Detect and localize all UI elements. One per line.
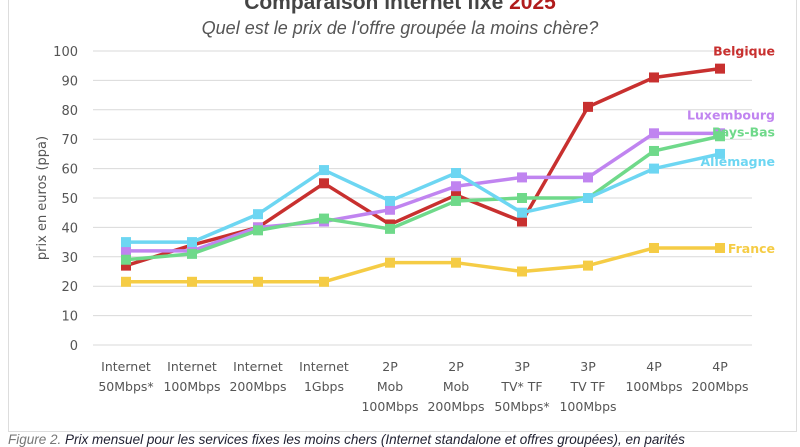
data-point-allemagne: [451, 168, 461, 179]
x-tick-label: 50Mbps*: [494, 399, 549, 414]
data-point-luxembourg: [385, 204, 395, 215]
x-tick-label: 200Mbps: [427, 399, 484, 414]
data-point-luxembourg: [121, 245, 131, 256]
x-tick-label: Internet: [101, 359, 151, 374]
data-point-belgique: [715, 63, 725, 74]
data-point-belgique: [649, 72, 659, 83]
series-label: Luxembourg: [687, 107, 775, 122]
y-tick-label: 10: [61, 310, 78, 325]
data-point-pays-bas: [319, 213, 329, 224]
data-point-allemagne: [649, 163, 659, 174]
y-tick-label: 0: [70, 339, 78, 354]
data-point-pays-bas: [517, 193, 527, 203]
series-line-allemagne: [126, 152, 721, 244]
y-tick-label: 30: [61, 251, 78, 266]
x-tick-label: 3P: [580, 359, 596, 374]
data-point-belgique: [319, 178, 329, 189]
data-point-belgique: [121, 260, 131, 271]
x-tick-label: 4P: [646, 359, 662, 374]
series-label: Pays-Bas: [712, 124, 775, 139]
x-tick-label: Mob: [443, 379, 469, 394]
data-point-allemagne: [319, 165, 329, 176]
data-point-france: [649, 242, 659, 253]
x-tick-label: Internet: [233, 359, 283, 374]
x-tick-label: Internet: [299, 359, 349, 374]
chart-card: [8, 0, 797, 432]
data-point-luxembourg: [649, 128, 659, 139]
data-point-pays-bas: [385, 223, 395, 234]
x-tick-label: 2P: [382, 359, 398, 374]
data-point-france: [187, 276, 197, 287]
data-point-france: [319, 276, 329, 287]
y-tick-label: 80: [61, 104, 78, 119]
y-tick-label: 100: [53, 45, 78, 60]
data-point-pays-bas: [649, 145, 659, 156]
series-line-france: [126, 246, 720, 284]
x-tick-label: Mob: [377, 379, 403, 394]
data-point-france: [385, 257, 395, 268]
series-label: France: [728, 241, 775, 256]
x-tick-label: 100Mbps: [625, 379, 682, 394]
data-point-allemagne: [121, 237, 131, 248]
y-tick-label: 50: [61, 192, 78, 207]
x-tick-label: TV TF: [570, 379, 606, 394]
y-axis-label: prix en euros (ppa): [35, 136, 50, 260]
x-tick-label: 200Mbps: [691, 379, 748, 394]
data-point-france: [583, 260, 593, 271]
data-point-luxembourg: [517, 172, 527, 183]
data-point-allemagne: [715, 148, 725, 159]
series-line-pays-bas: [125, 134, 721, 262]
figure-caption: Figure 2. Prix mensuel pour les services…: [8, 432, 685, 447]
x-tick-label: 100Mbps: [559, 399, 616, 414]
series-label: Allemagne: [700, 154, 775, 169]
data-point-pays-bas: [451, 195, 461, 206]
data-point-belgique: [451, 190, 461, 201]
series-line-luxembourg: [126, 131, 720, 253]
data-point-france: [517, 266, 527, 277]
data-point-allemagne: [517, 207, 527, 218]
y-tick-label: 90: [61, 74, 78, 89]
data-point-pays-bas: [715, 131, 725, 142]
data-point-pays-bas: [187, 248, 197, 259]
y-tick-label: 70: [61, 133, 78, 148]
data-point-pays-bas: [253, 225, 263, 236]
data-point-allemagne: [583, 193, 593, 203]
y-tick-label: 60: [61, 163, 78, 178]
data-point-allemagne: [253, 209, 263, 220]
title-year: 2025: [509, 0, 556, 14]
series-line-belgique: [125, 66, 721, 268]
x-tick-label: TV* TF: [500, 379, 542, 394]
y-tick-label: 20: [61, 280, 78, 295]
data-point-france: [253, 276, 263, 287]
x-tick-label: 2P: [448, 359, 464, 374]
data-point-france: [715, 242, 725, 253]
x-tick-label: 3P: [514, 359, 530, 374]
data-point-pays-bas: [121, 254, 131, 265]
chart-subtitle: Quel est le prix de l'offre groupée la m…: [201, 18, 599, 38]
data-point-belgique: [517, 216, 527, 227]
x-tick-label: 100Mbps: [361, 399, 418, 414]
data-point-france: [121, 276, 131, 287]
y-tick-label: 40: [61, 221, 78, 236]
x-tick-label: 200Mbps: [229, 379, 286, 394]
data-point-allemagne: [187, 237, 197, 248]
data-point-france: [451, 257, 461, 268]
x-tick-label: 100Mbps: [163, 379, 220, 394]
x-tick-label: 1Gbps: [304, 379, 344, 394]
data-point-luxembourg: [451, 181, 461, 192]
x-tick-label: 4P: [712, 359, 728, 374]
data-point-luxembourg: [583, 172, 593, 183]
x-tick-label: 50Mbps*: [98, 379, 153, 394]
x-tick-label: Internet: [167, 359, 217, 374]
chart-title: Comparaison internet fixe 2025: [0, 0, 800, 15]
data-point-allemagne: [385, 195, 395, 206]
data-point-belgique: [583, 101, 593, 112]
series-label: Belgique: [713, 44, 775, 59]
